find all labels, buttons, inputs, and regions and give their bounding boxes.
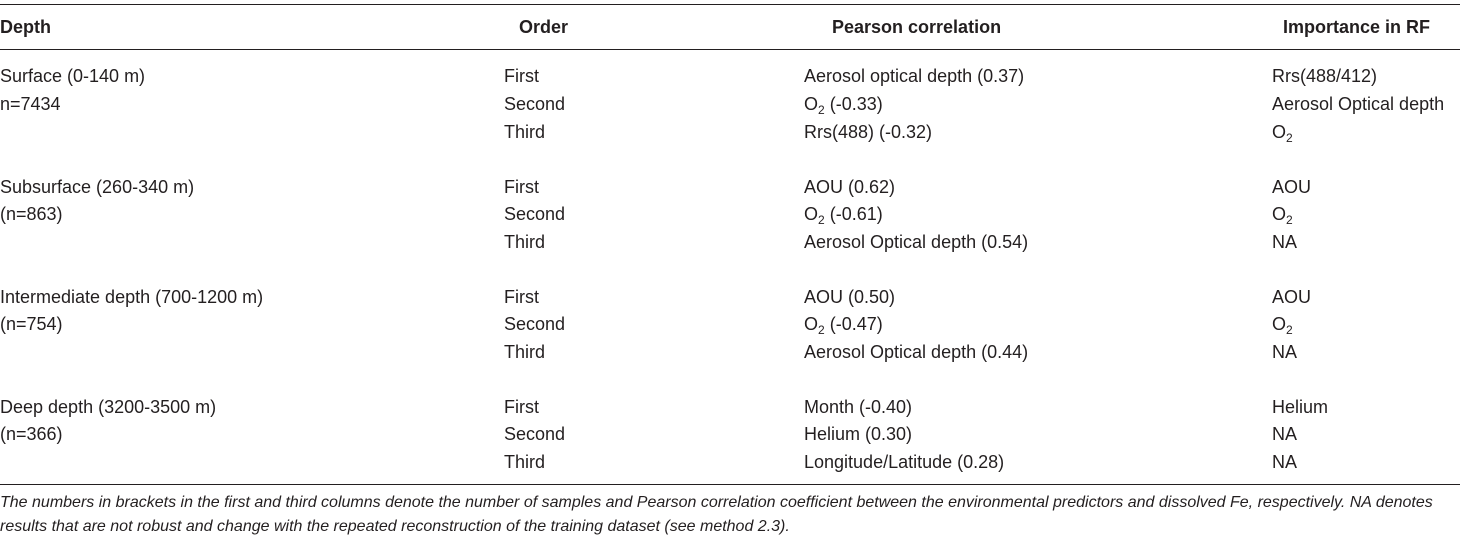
order-cell: Second	[504, 424, 566, 444]
header-depth: Depth	[0, 17, 51, 37]
importance-cell: NA	[1272, 342, 1298, 362]
pearson-cell: Month (-0.40)	[804, 397, 913, 417]
sample-count: (n=863)	[0, 204, 63, 224]
importance-cell: AOU	[1272, 177, 1312, 197]
header-importance: Importance in RF	[1283, 17, 1431, 37]
pearson-cell: AOU (0.50)	[804, 287, 896, 307]
importance-cell: Helium	[1272, 397, 1329, 417]
order-cell: Second	[504, 204, 566, 224]
depth-label: Subsurface (260-340 m)	[0, 177, 195, 197]
table-footnote: The numbers in brackets in the first and…	[0, 494, 1433, 535]
pearson-cell: Aerosol Optical depth (0.44)	[804, 342, 1029, 362]
sample-count: (n=754)	[0, 314, 63, 334]
importance-cell: O2	[1272, 122, 1293, 145]
depth-label: Deep depth (3200-3500 m)	[0, 397, 217, 417]
sample-count: n=7434	[0, 94, 61, 114]
depth-label: Intermediate depth (700-1200 m)	[0, 287, 264, 307]
pearson-cell: Aerosol optical depth (0.37)	[804, 66, 1025, 86]
order-cell: First	[504, 66, 539, 86]
pearson-cell: O2 (-0.33)	[804, 94, 883, 117]
importance-cell: NA	[1272, 232, 1298, 252]
top-rule	[0, 4, 1460, 5]
order-cell: Second	[504, 314, 566, 334]
pearson-cell: Helium (0.30)	[804, 424, 913, 444]
order-cell: Third	[504, 342, 546, 362]
order-cell: Third	[504, 122, 546, 142]
pearson-cell: O2 (-0.61)	[804, 204, 883, 227]
pearson-cell: O2 (-0.47)	[804, 314, 883, 337]
order-cell: First	[504, 397, 539, 417]
header-pearson: Pearson correlation	[832, 17, 1002, 37]
importance-cell: NA	[1272, 452, 1298, 472]
sample-count: (n=366)	[0, 424, 63, 444]
importance-cell: NA	[1272, 424, 1298, 444]
pearson-cell: Rrs(488) (-0.32)	[804, 122, 933, 142]
order-cell: First	[504, 287, 539, 307]
order-cell: Second	[504, 94, 566, 114]
importance-cell: O2	[1272, 314, 1293, 337]
bottom-rule	[0, 484, 1460, 485]
header-order: Order	[519, 17, 569, 37]
order-cell: Third	[504, 232, 546, 252]
depth-label: Surface (0-140 m)	[0, 66, 146, 86]
importance-cell: AOU	[1272, 287, 1312, 307]
pearson-cell: Aerosol Optical depth (0.54)	[804, 232, 1029, 252]
importance-cell: Rrs(488/412)	[1272, 66, 1378, 86]
order-cell: Third	[504, 452, 546, 472]
importance-cell: O2	[1272, 204, 1293, 227]
pearson-cell: Longitude/Latitude (0.28)	[804, 452, 1005, 472]
importance-cell: Aerosol Optical depth	[1272, 94, 1445, 114]
header-rule	[0, 49, 1460, 50]
order-cell: First	[504, 177, 539, 197]
pearson-cell: AOU (0.62)	[804, 177, 896, 197]
